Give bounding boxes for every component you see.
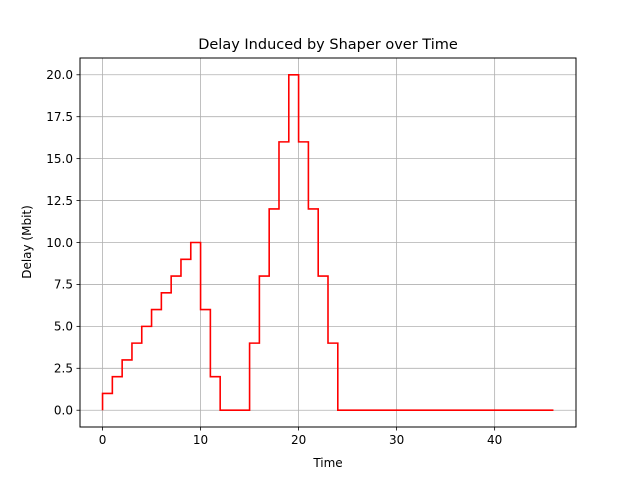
y-tick-label: 5.0 [54, 320, 73, 334]
x-tick-label: 20 [291, 433, 306, 447]
x-tick-label: 0 [99, 433, 107, 447]
y-tick-label: 15.0 [46, 152, 73, 166]
x-axis-label: Time [312, 456, 342, 470]
y-tick-label: 0.0 [54, 404, 73, 418]
chart-title: Delay Induced by Shaper over Time [198, 37, 458, 53]
x-tick-label: 40 [487, 433, 502, 447]
grid [80, 58, 576, 427]
y-tick-label: 10.0 [46, 236, 73, 250]
y-tick-label: 7.5 [54, 278, 73, 292]
x-tick-label: 10 [193, 433, 208, 447]
axis-ticks: 0 10 20 30 40 0.0 2.5 5.0 7.5 10.0 12.5 15.0 17.5 20.… [46, 68, 502, 447]
y-tick-label: 2.5 [54, 362, 73, 376]
y-tick-label: 20.0 [46, 68, 73, 82]
delay-series-line [101, 73, 554, 412]
y-tick-label: 12.5 [46, 194, 73, 208]
series-layer [101, 73, 554, 412]
y-axis-label: Delay (Mbit) [20, 205, 34, 279]
x-tick-label: 30 [389, 433, 404, 447]
y-tick-label: 17.5 [46, 110, 73, 124]
